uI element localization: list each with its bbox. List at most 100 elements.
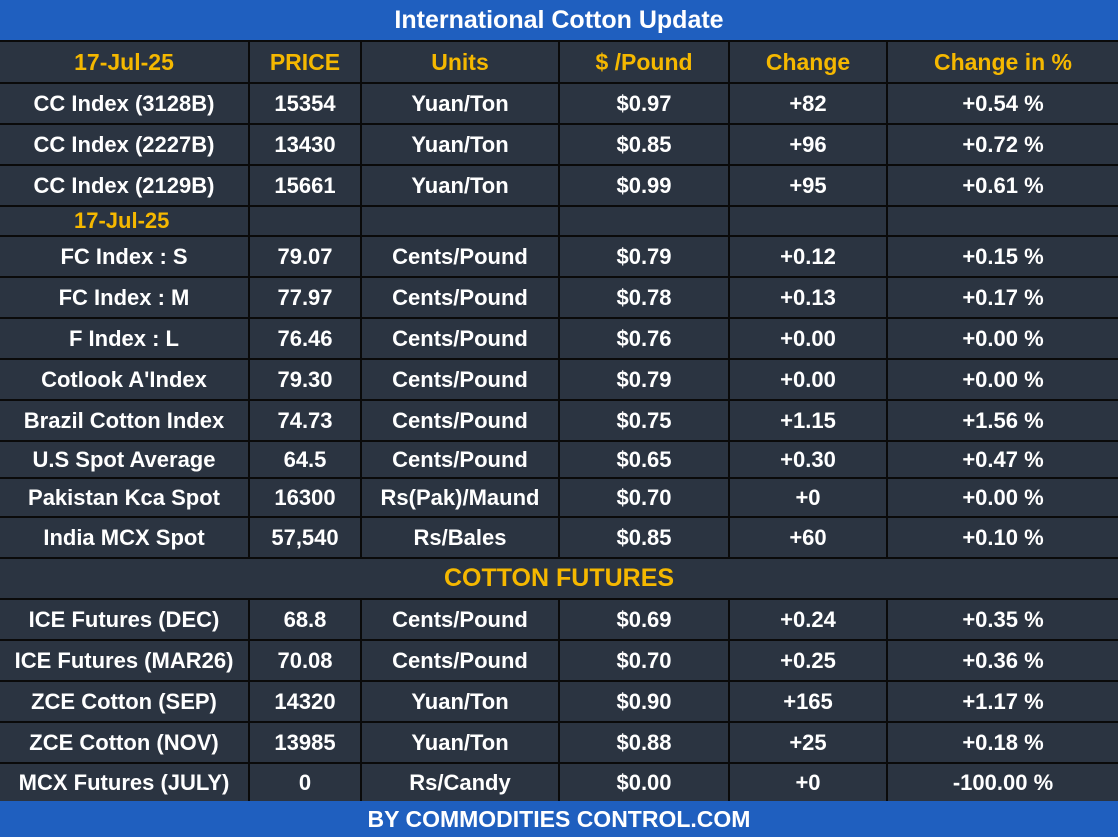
row-name: ICE Futures (MAR26) <box>0 641 250 680</box>
row-change-percent: +0.61 % <box>888 166 1118 205</box>
empty-cell <box>888 207 1118 235</box>
row-price: 16300 <box>250 479 362 516</box>
row-name: U.S Spot Average <box>0 442 250 477</box>
row-price: 76.46 <box>250 319 362 358</box>
row-change: +0.00 <box>730 319 888 358</box>
second-date: 17-Jul-25 <box>0 207 250 235</box>
row-price: 13430 <box>250 125 362 164</box>
header-units: Units <box>362 42 560 82</box>
table-row: U.S Spot Average 64.5 Cents/Pound $0.65 … <box>0 442 1118 479</box>
row-change-percent: +0.54 % <box>888 84 1118 123</box>
empty-cell <box>362 207 560 235</box>
row-units: Yuan/Ton <box>362 723 560 762</box>
row-units: Cents/Pound <box>362 442 560 477</box>
row-change-percent: -100.00 % <box>888 764 1118 801</box>
row-name: ZCE Cotton (NOV) <box>0 723 250 762</box>
row-usd-pound: $0.70 <box>560 479 730 516</box>
table-row: Pakistan Kca Spot 16300 Rs(Pak)/Maund $0… <box>0 479 1118 518</box>
row-change: +60 <box>730 518 888 557</box>
row-change: +96 <box>730 125 888 164</box>
row-units: Rs/Candy <box>362 764 560 801</box>
empty-cell <box>730 207 888 235</box>
row-name: Pakistan Kca Spot <box>0 479 250 516</box>
row-usd-pound: $0.79 <box>560 360 730 399</box>
row-price: 79.30 <box>250 360 362 399</box>
row-units: Cents/Pound <box>362 237 560 276</box>
row-change-percent: +0.17 % <box>888 278 1118 317</box>
header-row: 17-Jul-25 PRICE Units $ /Pound Change Ch… <box>0 42 1118 84</box>
row-name: F Index : L <box>0 319 250 358</box>
row-change-percent: +0.00 % <box>888 319 1118 358</box>
row-change: +0.00 <box>730 360 888 399</box>
row-usd-pound: $0.78 <box>560 278 730 317</box>
row-change-percent: +0.15 % <box>888 237 1118 276</box>
row-change: +95 <box>730 166 888 205</box>
row-usd-pound: $0.85 <box>560 125 730 164</box>
header-price: PRICE <box>250 42 362 82</box>
date-row: 17-Jul-25 <box>0 207 1118 237</box>
row-change-percent: +0.35 % <box>888 600 1118 639</box>
row-name: CC Index (3128B) <box>0 84 250 123</box>
row-usd-pound: $0.69 <box>560 600 730 639</box>
row-change-percent: +0.72 % <box>888 125 1118 164</box>
row-usd-pound: $0.97 <box>560 84 730 123</box>
row-units: Rs/Bales <box>362 518 560 557</box>
table-row: FC Index : S 79.07 Cents/Pound $0.79 +0.… <box>0 237 1118 278</box>
table-row: CC Index (2129B) 15661 Yuan/Ton $0.99 +9… <box>0 166 1118 207</box>
row-change-percent: +0.10 % <box>888 518 1118 557</box>
table-title: International Cotton Update <box>0 0 1118 42</box>
row-usd-pound: $0.75 <box>560 401 730 440</box>
row-change: +0.25 <box>730 641 888 680</box>
row-name: India MCX Spot <box>0 518 250 557</box>
row-usd-pound: $0.90 <box>560 682 730 721</box>
header-change-percent: Change in % <box>888 42 1118 82</box>
futures-title: COTTON FUTURES <box>443 564 675 592</box>
row-price: 0 <box>250 764 362 801</box>
row-change: +165 <box>730 682 888 721</box>
row-price: 79.07 <box>250 237 362 276</box>
row-change-percent: +1.17 % <box>888 682 1118 721</box>
row-name: ICE Futures (DEC) <box>0 600 250 639</box>
row-price: 57,540 <box>250 518 362 557</box>
row-change: +0.13 <box>730 278 888 317</box>
futures-section-header: COTTON FUTURES <box>0 559 1118 600</box>
row-units: Yuan/Ton <box>362 84 560 123</box>
row-change-percent: +0.00 % <box>888 479 1118 516</box>
row-name: FC Index : S <box>0 237 250 276</box>
table-row: MCX Futures (JULY) 0 Rs/Candy $0.00 +0 -… <box>0 764 1118 801</box>
empty-cell <box>560 207 730 235</box>
row-name: FC Index : M <box>0 278 250 317</box>
row-price: 15354 <box>250 84 362 123</box>
table-row: CC Index (2227B) 13430 Yuan/Ton $0.85 +9… <box>0 125 1118 166</box>
row-change: +0 <box>730 764 888 801</box>
row-change-percent: +0.18 % <box>888 723 1118 762</box>
row-usd-pound: $0.76 <box>560 319 730 358</box>
row-price: 74.73 <box>250 401 362 440</box>
table-row: India MCX Spot 57,540 Rs/Bales $0.85 +60… <box>0 518 1118 559</box>
footer-credit: BY COMMODITIES CONTROL.COM <box>0 801 1118 837</box>
row-units: Rs(Pak)/Maund <box>362 479 560 516</box>
row-price: 15661 <box>250 166 362 205</box>
table-row: ICE Futures (DEC) 68.8 Cents/Pound $0.69… <box>0 600 1118 641</box>
row-change-percent: +1.56 % <box>888 401 1118 440</box>
table-row: ICE Futures (MAR26) 70.08 Cents/Pound $0… <box>0 641 1118 682</box>
row-name: CC Index (2129B) <box>0 166 250 205</box>
row-usd-pound: $0.70 <box>560 641 730 680</box>
row-change: +1.15 <box>730 401 888 440</box>
row-units: Cents/Pound <box>362 319 560 358</box>
row-change: +0 <box>730 479 888 516</box>
row-units: Yuan/Ton <box>362 166 560 205</box>
row-change-percent: +0.00 % <box>888 360 1118 399</box>
row-name: CC Index (2227B) <box>0 125 250 164</box>
row-units: Cents/Pound <box>362 641 560 680</box>
row-price: 64.5 <box>250 442 362 477</box>
row-units: Cents/Pound <box>362 278 560 317</box>
row-name: Brazil Cotton Index <box>0 401 250 440</box>
table-row: FC Index : M 77.97 Cents/Pound $0.78 +0.… <box>0 278 1118 319</box>
row-usd-pound: $0.85 <box>560 518 730 557</box>
row-price: 70.08 <box>250 641 362 680</box>
row-usd-pound: $0.65 <box>560 442 730 477</box>
row-units: Yuan/Ton <box>362 682 560 721</box>
row-units: Yuan/Ton <box>362 125 560 164</box>
row-change-percent: +0.36 % <box>888 641 1118 680</box>
